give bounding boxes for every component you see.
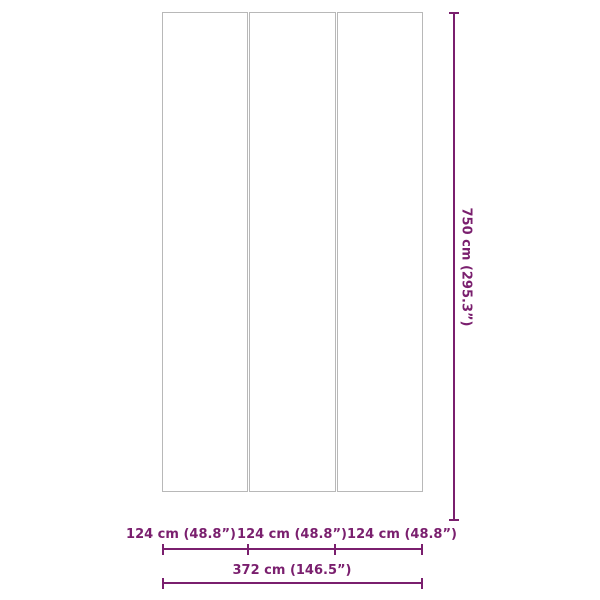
total-width-dimension-line	[162, 578, 423, 589]
panel-1	[162, 12, 248, 492]
panel-3	[337, 12, 423, 492]
height-label: 750 cm (295.3”)	[458, 207, 474, 327]
total-width-label: 372 cm (146.5”)	[232, 563, 352, 578]
panel-2-width-label: 124 cm (48.8”)	[237, 527, 347, 542]
height-dimension-line	[449, 12, 459, 521]
panel-1-width-label: 124 cm (48.8”)	[126, 527, 236, 542]
panel-width-dimension-line	[162, 544, 423, 555]
panel-2	[249, 12, 336, 492]
panel-3-width-label: 124 cm (48.8”)	[347, 527, 457, 542]
